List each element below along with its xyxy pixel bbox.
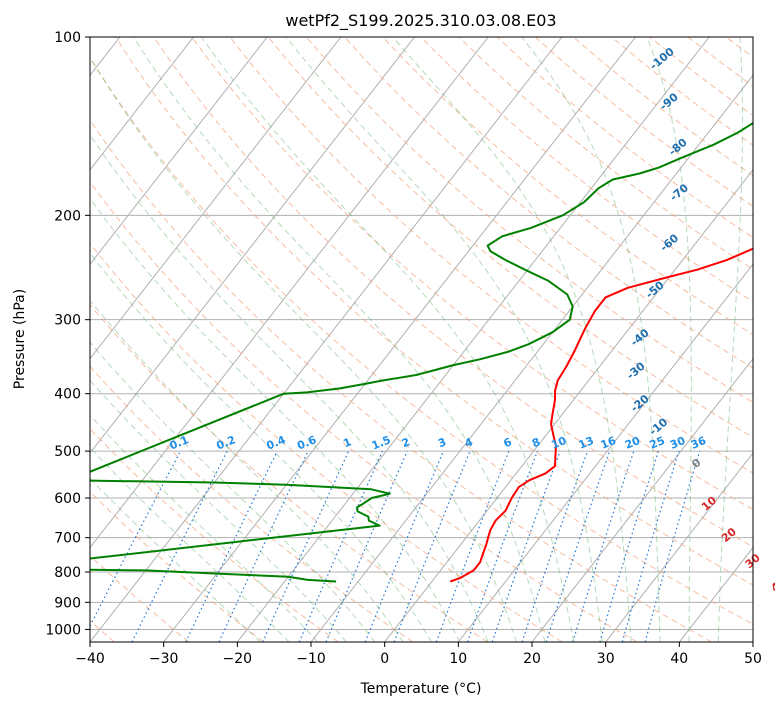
isotherm-line (90, 37, 342, 360)
dry-adiabat-line (229, 37, 753, 474)
mixing-ratio-label: 2 (400, 435, 412, 450)
moist-adiabat-line (90, 197, 461, 642)
plot-frame (89, 36, 754, 643)
dry-adiabat-line (382, 37, 753, 336)
isotherm-line (531, 357, 753, 642)
mixing-ratio-label: 3 (436, 435, 448, 450)
dry-adiabat-line (90, 365, 414, 642)
dry-adiabat-line (90, 554, 190, 642)
moist-adiabat-line (392, 37, 632, 642)
mixing-ratio-line (572, 450, 635, 642)
mixing-ratio-label: 36 (689, 434, 708, 452)
isotherm-line (310, 74, 753, 642)
moist-adiabat-line (90, 341, 376, 642)
isotherm-line (90, 37, 194, 171)
y-tick-label: 600 (54, 491, 81, 507)
x-tick-label: −20 (223, 651, 253, 667)
isotherm-line (90, 37, 415, 454)
mixing-ratio-label: 20 (623, 434, 642, 452)
y-tick-label: 1000 (45, 622, 81, 638)
moist-adiabat-line (285, 37, 603, 642)
mixing-ratio-label: 10 (549, 434, 568, 452)
moist-adiabat-line (201, 37, 575, 642)
dry-adiabat-line (90, 119, 712, 642)
mixing-ratio-line (521, 450, 589, 642)
y-axis: 100 200 300 400 500 600 700 800 900 1000 (45, 30, 90, 638)
x-tick-label: 20 (523, 651, 541, 667)
mixing-ratio-label: 1 (341, 435, 353, 450)
isotherm-line (236, 37, 710, 642)
dry-adiabat-line (90, 56, 753, 625)
mixing-ratio-label: 13 (577, 434, 596, 452)
mixing-ratio-line (621, 450, 680, 642)
x-axis-label: Temperature (°C) (360, 681, 482, 697)
x-tick-label: 10 (449, 651, 467, 667)
y-tick-label: 800 (54, 565, 81, 581)
isotherm-line (384, 168, 753, 642)
dry-adiabat-label: 40 (768, 575, 775, 595)
isotherm-line (90, 37, 489, 549)
plot-area (90, 37, 753, 642)
x-tick-label: −30 (149, 651, 179, 667)
dry-adiabat-line (153, 37, 753, 548)
y-tick-label: 300 (54, 313, 81, 329)
chart-title: wetPf2_S199.2025.310.03.08.E03 (285, 11, 556, 31)
mixing-ratio-label: 30 (668, 434, 687, 452)
dry-adiabat-line (90, 303, 488, 642)
moist-adiabat-line (90, 56, 517, 642)
mixing-ratio-line (393, 450, 471, 642)
moist-adiabat-line (90, 133, 489, 642)
moist-adiabat-line (717, 37, 743, 642)
moist-adiabat-line (90, 446, 290, 642)
isotherm-line (457, 263, 753, 642)
isotherm-line (605, 452, 753, 642)
mixing-ratio-label: 25 (648, 434, 667, 452)
dry-adiabat-line (90, 181, 638, 642)
moist-adiabat-line (90, 299, 404, 642)
mixing-ratio-line (435, 450, 510, 642)
moist-adiabat-line (90, 252, 432, 642)
mixing-ratio-line (185, 450, 278, 642)
mixing-ratio-label: 16 (599, 434, 618, 452)
dry-adiabat-line (420, 37, 753, 303)
x-tick-label: 0 (380, 651, 389, 667)
mixing-ratio-line (644, 450, 701, 642)
x-axis: −40 −30 −20 −10 0 10 20 30 40 50 (75, 642, 762, 667)
moist-adiabat-line (646, 37, 692, 642)
x-tick-label: 30 (597, 651, 615, 667)
dewpoint-profile-line (90, 121, 753, 583)
y-axis-label: Pressure (hPa) (12, 289, 28, 389)
mixing-ratio-line (599, 450, 660, 642)
moist-adiabat-line (521, 37, 661, 642)
y-tick-label: 400 (54, 387, 81, 403)
dry-adiabat-line (191, 37, 753, 511)
temperature-profile-line (449, 247, 753, 583)
y-tick-label: 500 (54, 444, 81, 460)
y-tick-label: 100 (54, 30, 81, 46)
isotherm-line (90, 37, 563, 642)
x-tick-label: 50 (744, 651, 762, 667)
moist-adiabat-line (90, 477, 261, 642)
mixing-ratio-label: 8 (530, 435, 542, 450)
moist-adiabat-line (133, 37, 546, 642)
y-tick-label: 900 (54, 595, 81, 611)
x-tick-label: −10 (296, 651, 326, 667)
isotherm-line (90, 37, 268, 266)
y-tick-label: 200 (54, 208, 81, 224)
moist-adiabat-line (90, 414, 319, 642)
x-tick-label: −40 (75, 651, 105, 667)
mixing-ratio-line (545, 450, 611, 642)
mixing-ratio-line (218, 450, 309, 642)
dry-adiabat-line (115, 37, 753, 586)
dry-adiabat-line (267, 37, 753, 438)
x-tick-label: 40 (670, 651, 688, 667)
y-tick-label: 700 (54, 531, 81, 547)
